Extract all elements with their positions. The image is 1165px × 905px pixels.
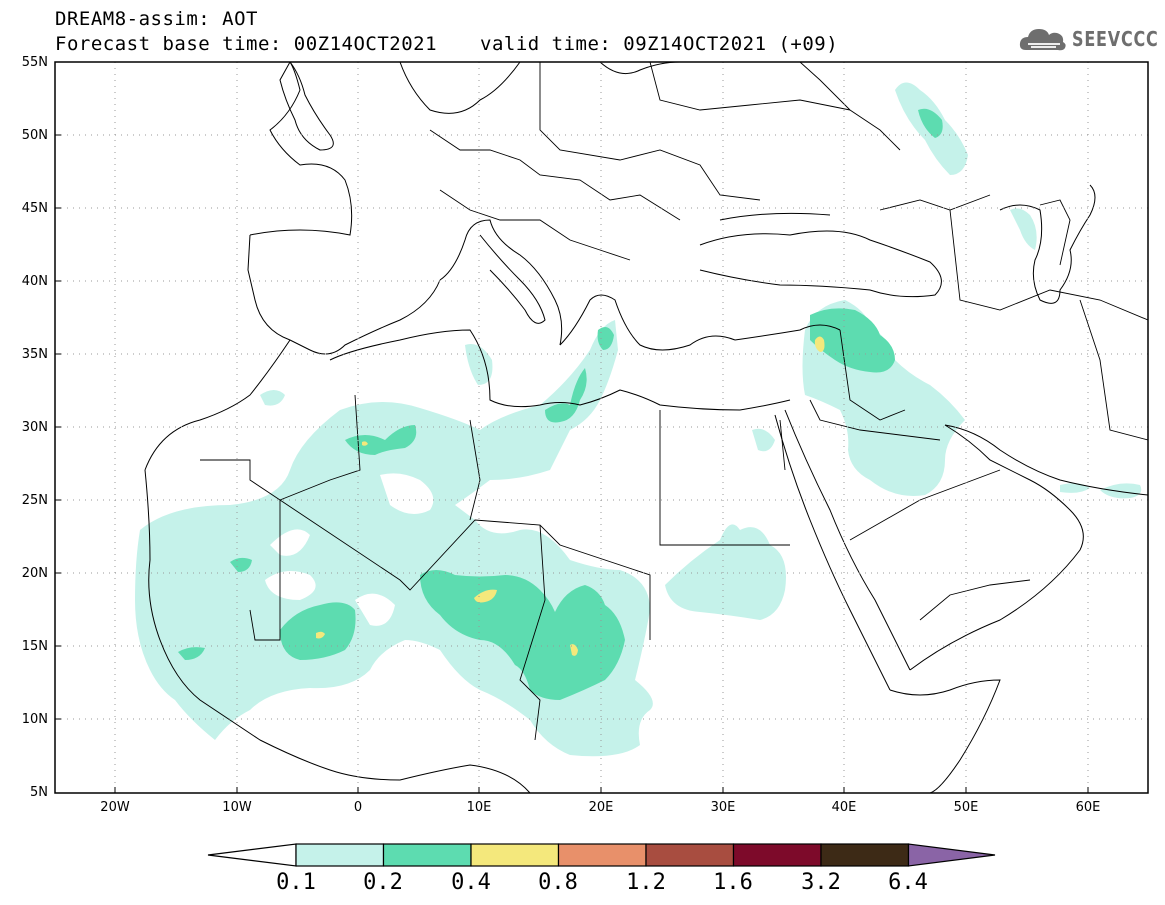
lat-label: 10N xyxy=(21,712,48,727)
aot-field-high xyxy=(316,336,825,656)
lon-label: 60E xyxy=(1075,800,1101,815)
lat-label: 50N xyxy=(21,128,48,143)
tick-marks xyxy=(55,134,1089,793)
colorbar-label: 0.4 xyxy=(451,870,491,895)
lon-label: 50E xyxy=(953,800,979,815)
lat-label: 25N xyxy=(21,493,48,508)
seevccc-logo: SEEVCCC xyxy=(1018,24,1165,54)
forecast-base-time: Forecast base time: 00Z14OCT2021 xyxy=(55,33,438,55)
coastlines xyxy=(144,62,1148,793)
lat-label: 20N xyxy=(21,566,48,581)
colorbar-label: 0.1 xyxy=(276,870,316,895)
lon-label: 30E xyxy=(710,800,736,815)
aot-field-mid xyxy=(178,108,943,700)
colorbar-label: 3.2 xyxy=(801,870,841,895)
lon-label: 20W xyxy=(100,800,130,815)
lon-label: 20E xyxy=(588,800,614,815)
lat-label: 15N xyxy=(21,639,48,654)
logo-text: SEEVCCC xyxy=(1072,27,1159,51)
cloud-icon xyxy=(1019,29,1066,51)
colorbar-label: 1.6 xyxy=(713,870,753,895)
lat-label: 40N xyxy=(21,274,48,289)
gridlines xyxy=(55,62,1148,793)
political-borders xyxy=(200,62,1148,741)
lat-label: 30N xyxy=(21,420,48,435)
lon-label: 10W xyxy=(222,800,252,815)
lat-label: 55N xyxy=(21,55,48,70)
lat-label: 5N xyxy=(30,785,48,800)
colorbar-label: 0.2 xyxy=(363,870,403,895)
lon-label: 0 xyxy=(353,800,363,815)
map-title: DREAM8-assim: AOT xyxy=(55,8,258,30)
lon-label: 40E xyxy=(831,800,857,815)
lat-label: 35N xyxy=(21,347,48,362)
colorbar-label: 0.8 xyxy=(538,870,578,895)
colorbar-label: 6.4 xyxy=(888,870,928,895)
lat-label: 45N xyxy=(21,201,48,216)
lon-label: 10E xyxy=(466,800,492,815)
colorbar-label: 1.2 xyxy=(626,870,666,895)
valid-time: valid time: 09Z14OCT2021 (+09) xyxy=(480,33,839,55)
